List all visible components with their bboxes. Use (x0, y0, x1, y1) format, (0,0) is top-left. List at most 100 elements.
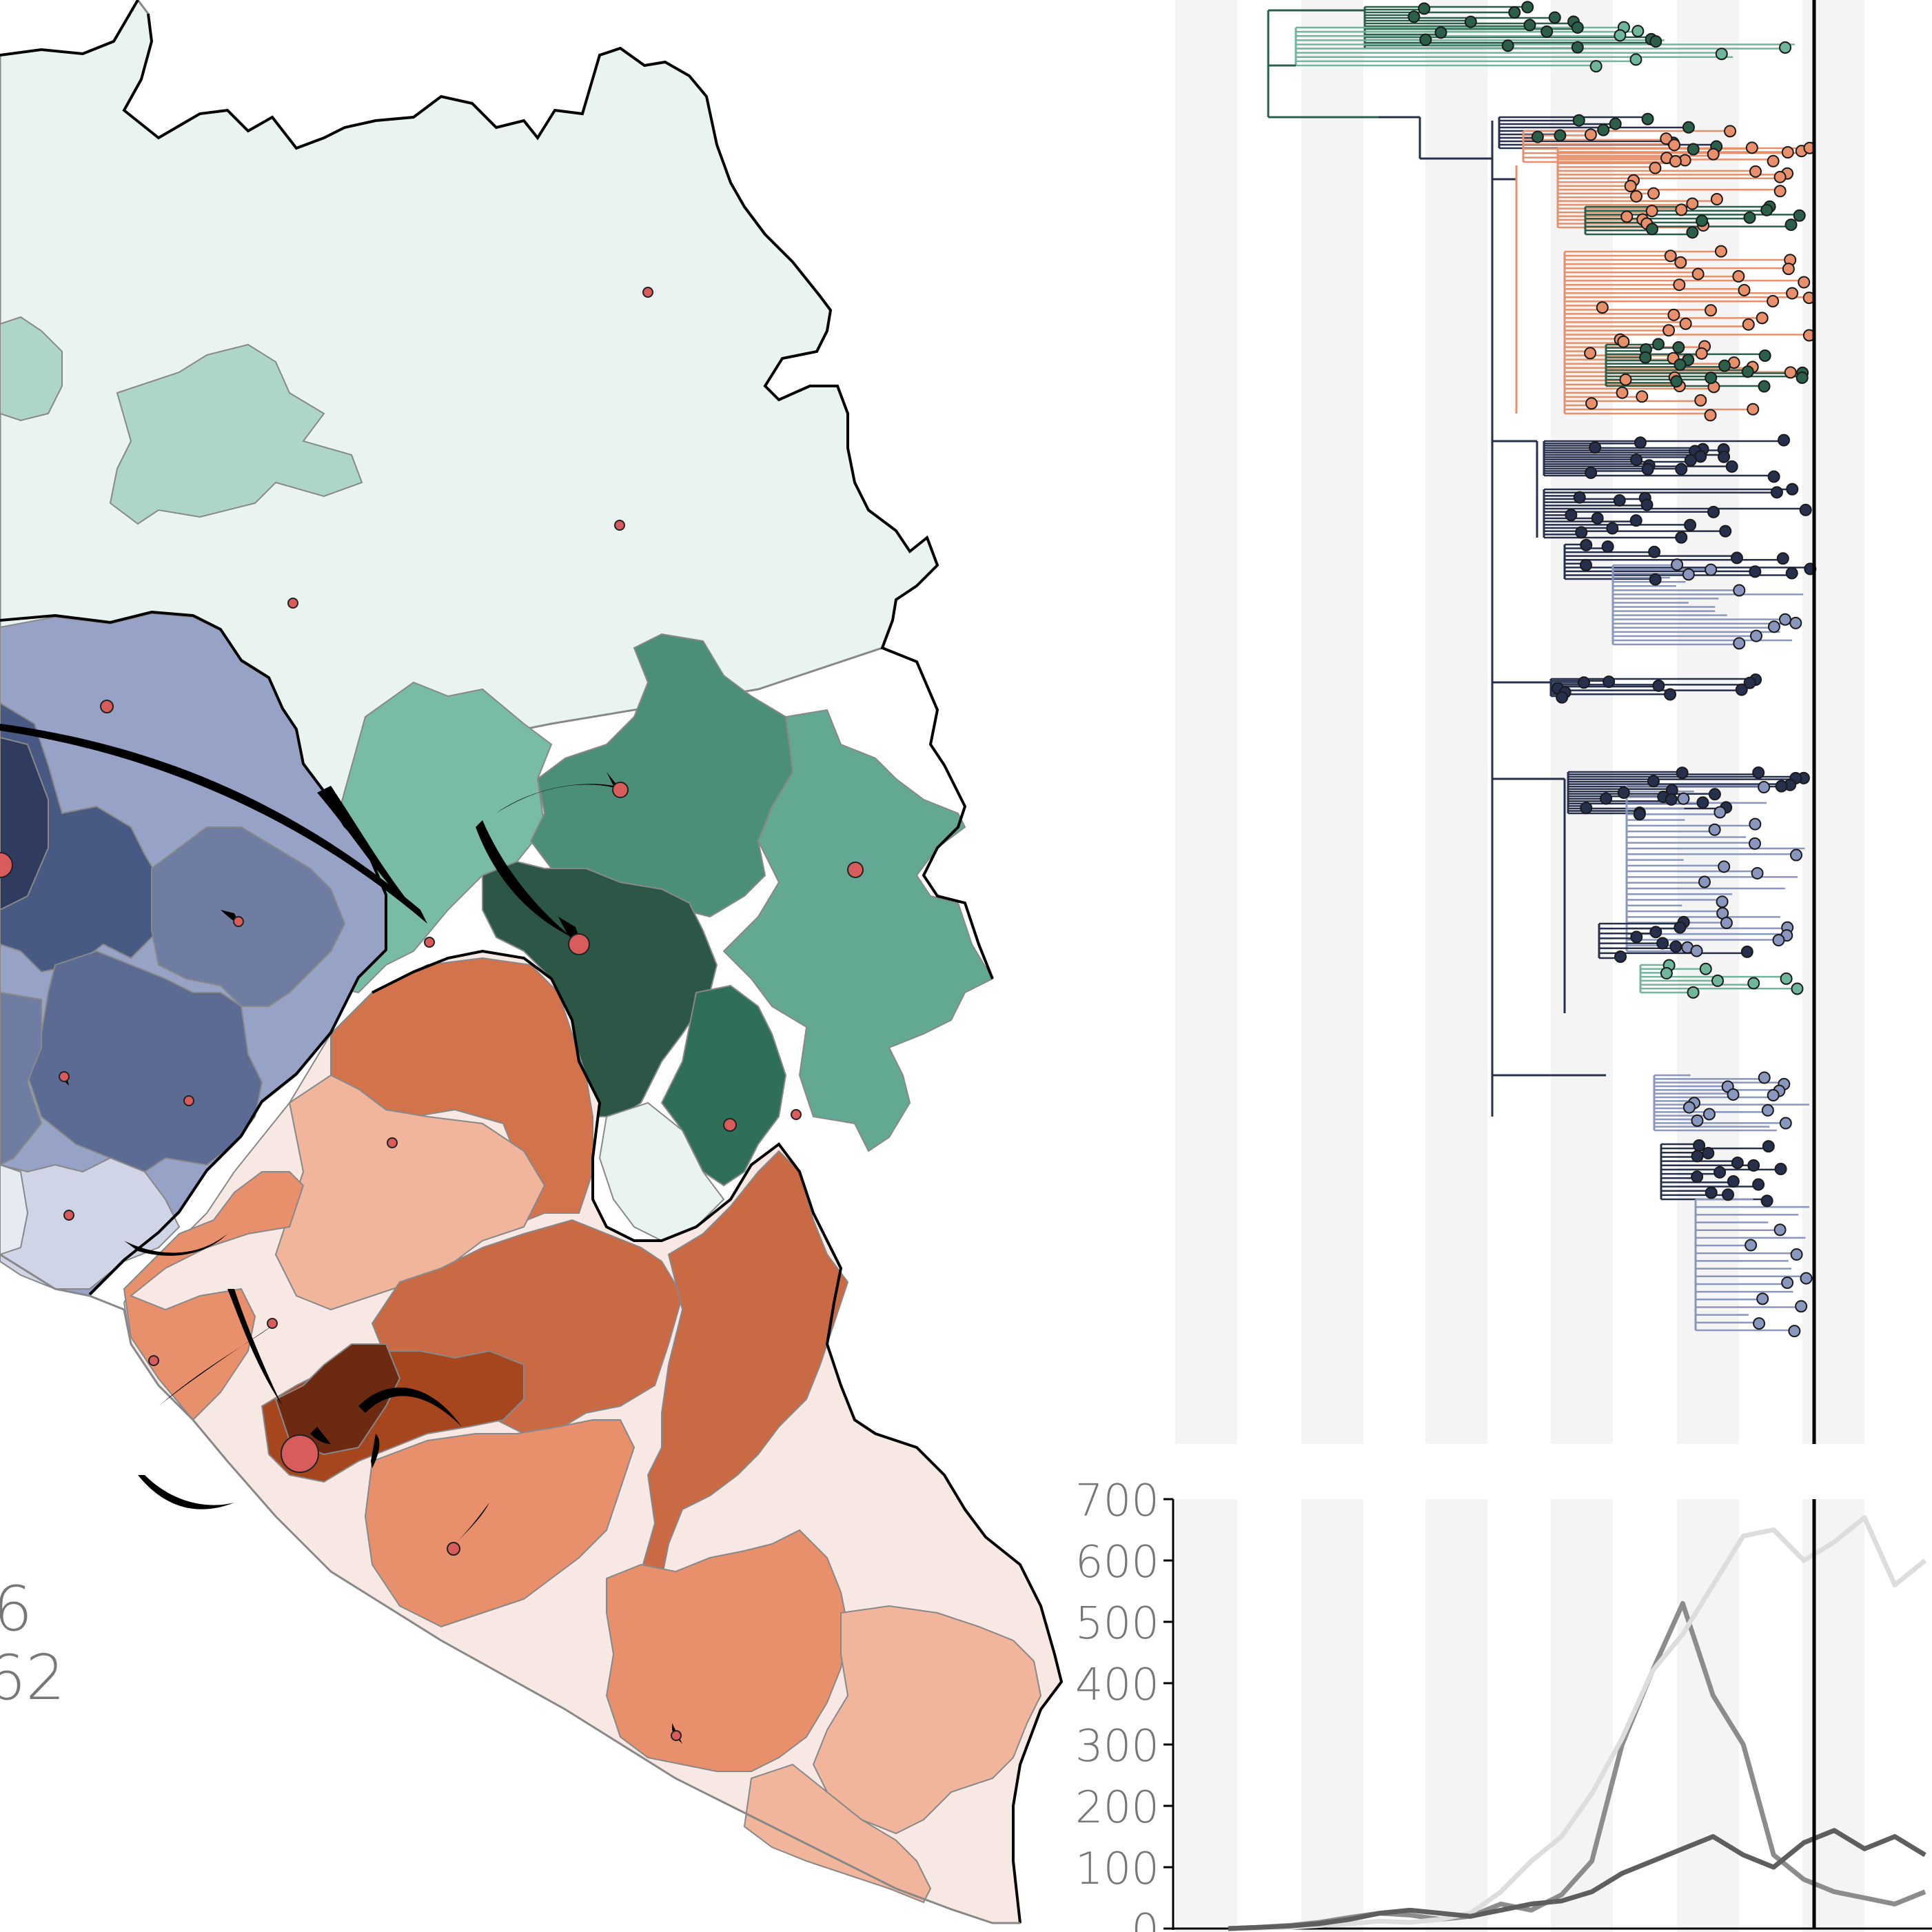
tree-tip (1747, 977, 1760, 990)
tree-tip (1616, 386, 1629, 399)
tree-tip (1614, 29, 1627, 42)
series-line (1228, 1828, 1926, 1931)
tree-tip (1745, 141, 1758, 154)
tree-tip (1740, 945, 1753, 958)
time-band (1301, 0, 1363, 1444)
location-marker (281, 1434, 319, 1473)
location-marker (612, 782, 629, 798)
tree-tip (1418, 2, 1431, 15)
tree-tip (1715, 48, 1728, 61)
series-line (1228, 1515, 1927, 1931)
tree-tip (1682, 1101, 1696, 1114)
tree-tip (1796, 371, 1809, 384)
tree-tip (1580, 538, 1593, 551)
tree-tips (1407, 1, 1817, 1338)
tree-tip (1770, 486, 1783, 499)
tree-tip (1762, 1140, 1775, 1153)
tree-tip (1743, 676, 1756, 689)
location-marker (847, 862, 864, 878)
tree-tip (1789, 616, 1802, 629)
tree-tip (1691, 1170, 1704, 1183)
tree-tip (1695, 347, 1708, 360)
tree-tip (1675, 462, 1688, 476)
tree-tip (1705, 372, 1718, 385)
tree-tip (1718, 359, 1731, 372)
tree-tip (1696, 796, 1709, 809)
tree-tip (1749, 165, 1762, 178)
migration-arrow (221, 910, 241, 927)
tree-tip (1508, 6, 1521, 19)
location-marker (63, 1210, 74, 1221)
time-band (1175, 0, 1237, 1444)
tree-tip (1575, 526, 1588, 539)
region-green-2 (722, 709, 994, 1152)
tree-tip (1645, 223, 1658, 236)
time-band (1802, 1499, 1864, 1932)
tree-tip (1781, 146, 1794, 159)
location-marker (387, 1137, 398, 1148)
tree-tip (1684, 518, 1697, 531)
location-markers (0, 287, 864, 1741)
tree-tip (1756, 1292, 1769, 1305)
region-orange-3 (123, 1171, 305, 1421)
tree-tip (1664, 688, 1677, 701)
tree-tip (1767, 470, 1780, 483)
location-marker (791, 1109, 802, 1120)
location-marker (424, 937, 435, 948)
tree-tip (1690, 944, 1703, 957)
region-orange-5 (640, 1150, 849, 1580)
tree-tip (1795, 1300, 1808, 1313)
tree-tip (1548, 11, 1561, 24)
tree-tip (1758, 380, 1771, 393)
tree-tip (1531, 130, 1544, 143)
y-tick-label: 200 (1075, 1782, 1159, 1833)
national-border-south (372, 949, 1064, 1924)
incidence-chart: 0 100 200 300 400 500 600 700 (1075, 1476, 1932, 1932)
tree-tip (1767, 620, 1780, 633)
y-tick-label: 0 (1131, 1905, 1159, 1932)
chart-background-bands (1175, 1499, 1864, 1932)
tree-tip (1735, 683, 1748, 696)
location-marker (148, 1355, 159, 1366)
tree-tip (1600, 792, 1613, 805)
tree-tip (1603, 675, 1616, 689)
migration-arrow (358, 1387, 462, 1427)
tree-tip (1707, 505, 1720, 518)
tree-tip (1577, 676, 1590, 689)
tree-tip (1749, 629, 1762, 642)
tree-tip (1699, 962, 1712, 975)
tree-tip (1731, 1157, 1744, 1170)
tree-tip (1672, 340, 1685, 354)
region-green-5 (660, 984, 787, 1187)
tree-tip (1675, 531, 1688, 544)
tree-tip (1617, 786, 1630, 800)
region-blue-c (151, 826, 346, 1007)
tree-tip (1767, 1089, 1780, 1102)
tree-tip (1629, 190, 1643, 203)
tree-tip (1725, 460, 1738, 473)
tree-tip (1730, 551, 1743, 565)
tree-tip (1556, 691, 1569, 704)
tree-tip (1674, 358, 1687, 372)
migration-arrow (124, 1234, 227, 1256)
migration-arrow (476, 820, 572, 937)
corner-number-1: 6 (0, 1573, 33, 1645)
tree-tip (1760, 1194, 1773, 1208)
tree-tip (1788, 1325, 1801, 1338)
tree-tip (1630, 931, 1643, 944)
tree-tip (1613, 494, 1626, 507)
tree-tip (1720, 916, 1733, 929)
tree-tip (1554, 129, 1567, 142)
tree-tip (1786, 482, 1799, 496)
tree-tip (1571, 41, 1584, 54)
tree-tip (1584, 347, 1597, 360)
y-tick-label: 700 (1075, 1476, 1159, 1527)
tree-tip (1691, 1114, 1704, 1127)
tree-tip (1649, 926, 1662, 939)
tree-tip (1652, 679, 1665, 692)
tree-tip (1649, 573, 1662, 586)
tree-tip (1714, 245, 1727, 258)
tree-tip (1662, 324, 1676, 337)
tree-tip (1742, 318, 1755, 331)
tree-tip (1624, 179, 1637, 192)
